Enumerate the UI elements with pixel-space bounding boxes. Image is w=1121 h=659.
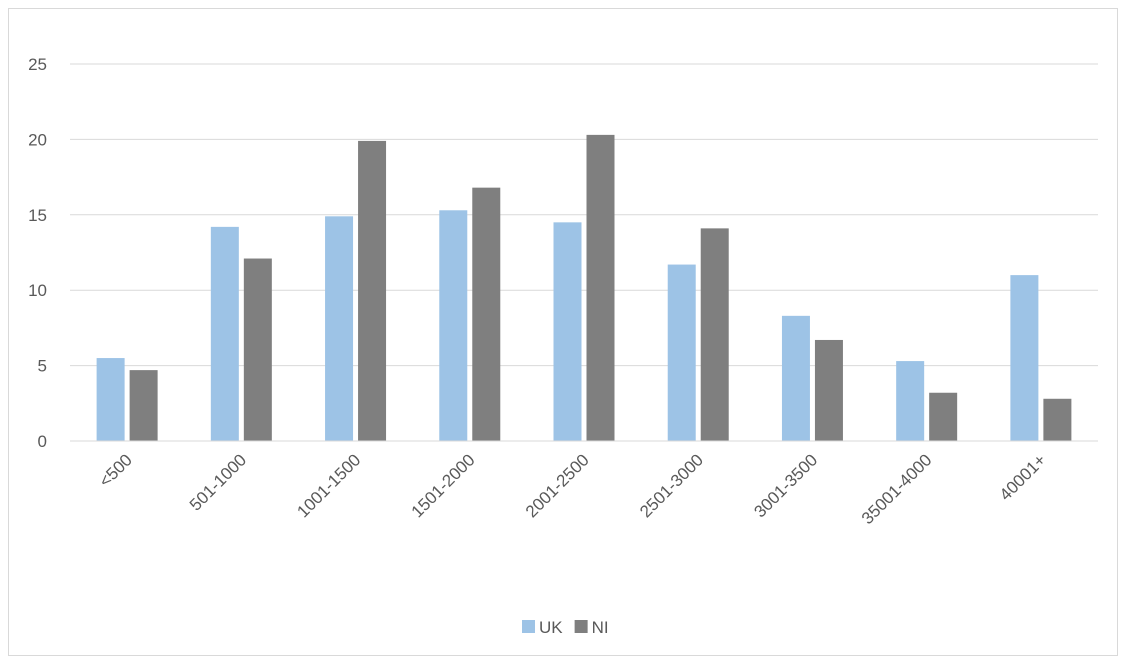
x-tick-label: <500 <box>95 450 136 491</box>
bar-ni-7 <box>929 392 958 441</box>
x-tick-label: 40001+ <box>996 450 1050 504</box>
bar-ni-0 <box>129 370 158 441</box>
x-tick-label: 1001-1500 <box>293 450 364 521</box>
legend-label-uk: UK <box>539 618 563 637</box>
y-tick-label: 20 <box>28 130 47 149</box>
legend-label-ni: NI <box>592 618 609 637</box>
bar-uk-2 <box>325 216 354 441</box>
bar-ni-4 <box>586 134 615 441</box>
bar-uk-1 <box>210 226 239 441</box>
bar-uk-0 <box>96 358 125 441</box>
legend: UK NI <box>522 618 609 637</box>
bar-ni-8 <box>1043 398 1072 441</box>
legend-swatch-ni <box>574 620 588 633</box>
bar-ni-1 <box>243 258 272 441</box>
y-tick-label: 25 <box>28 55 47 74</box>
x-tick-label: 1501-2000 <box>408 450 479 521</box>
x-tick-label: 501-1000 <box>186 450 250 514</box>
y-tick-label: 10 <box>28 281 47 300</box>
gridlines <box>70 63 1098 367</box>
y-tick-label: 5 <box>38 357 47 376</box>
bar-ni-3 <box>472 187 501 441</box>
y-tick-label: 0 <box>38 432 47 451</box>
y-axis: 0 5 10 15 20 25 <box>28 55 47 451</box>
x-tick-label: 3001-3500 <box>750 450 821 521</box>
bar-uk-3 <box>439 210 468 441</box>
bar-uk-5 <box>667 264 696 441</box>
bar-uk-7 <box>896 361 925 441</box>
bar-ni-6 <box>814 339 843 441</box>
x-tick-label: 35001-4000 <box>858 450 936 528</box>
bar-uk-4 <box>553 222 582 441</box>
y-tick-label: 15 <box>28 206 47 225</box>
bar-uk-6 <box>781 315 810 441</box>
x-tick-label: 2001-2500 <box>522 450 593 521</box>
bars <box>96 134 1072 441</box>
x-tick-label: 2501-3000 <box>636 450 707 521</box>
bar-ni-5 <box>700 228 729 441</box>
legend-swatch-uk <box>522 620 535 633</box>
bar-ni-2 <box>358 140 387 441</box>
x-axis: <500 501-1000 1001-1500 1501-2000 2001-2500 2… <box>95 450 1049 528</box>
bar-uk-8 <box>1010 275 1039 441</box>
